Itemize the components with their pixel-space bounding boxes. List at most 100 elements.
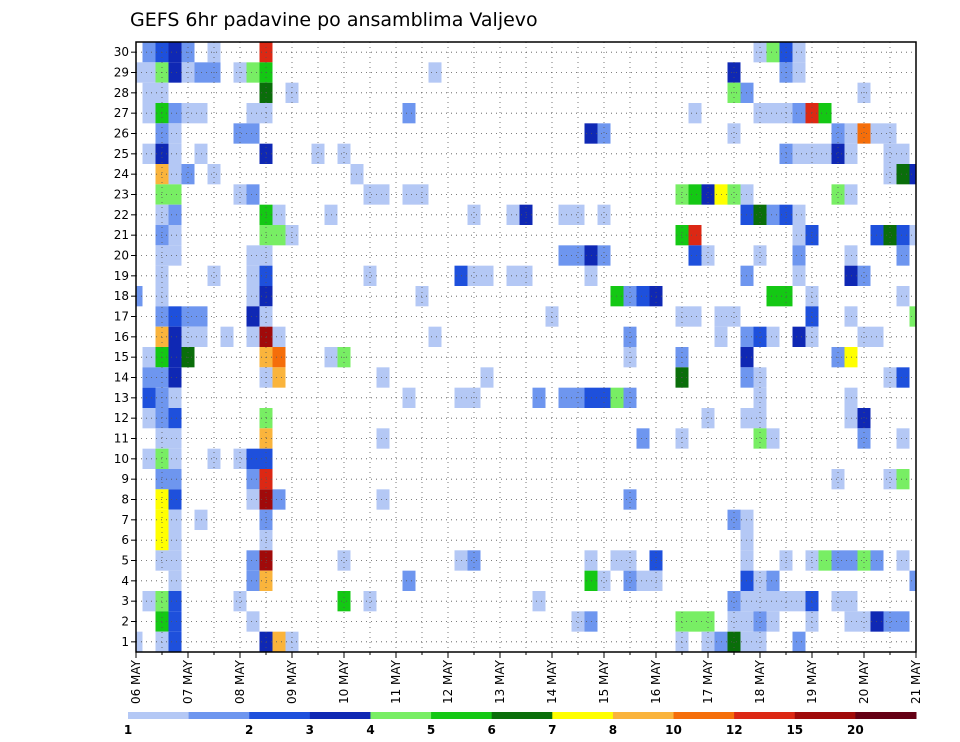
- precip-cell: [909, 164, 916, 185]
- precip-cell: [207, 164, 221, 185]
- colorbar-swatch: [188, 712, 250, 719]
- x-tick-label: 18 MAY: [753, 659, 767, 704]
- precip-cell: [142, 408, 156, 429]
- precip-cell: [857, 326, 871, 347]
- y-tick-label: 2: [121, 615, 129, 629]
- x-tick-label: 08 MAY: [233, 659, 247, 704]
- precip-cell: [857, 550, 871, 571]
- y-tick-label: 4: [121, 574, 129, 588]
- precip-cell: [168, 306, 182, 327]
- precip-cell: [753, 408, 767, 429]
- precip-cell: [376, 367, 390, 388]
- precip-cell: [896, 245, 910, 266]
- precip-cell: [467, 265, 481, 286]
- precip-cell: [701, 631, 715, 652]
- precip-cell: [168, 184, 182, 205]
- precip-cell: [766, 326, 780, 347]
- precip-cell: [883, 123, 897, 144]
- precip-cell: [701, 611, 715, 632]
- colorbar-swatch: [249, 712, 311, 719]
- precip-cell: [727, 306, 741, 327]
- precip-cell: [272, 347, 286, 368]
- x-tick-label: 14 MAY: [545, 659, 559, 704]
- precip-cell: [558, 387, 572, 408]
- precip-cell: [636, 286, 650, 307]
- precip-cell: [363, 184, 377, 205]
- precip-cell: [623, 570, 637, 591]
- precip-cell: [766, 204, 780, 225]
- precip-cell: [142, 387, 156, 408]
- precip-cell: [883, 611, 897, 632]
- precip-cell: [168, 143, 182, 164]
- colorbar-swatch: [491, 712, 553, 719]
- precip-cell: [766, 103, 780, 124]
- precip-cell: [363, 265, 377, 286]
- precip-cell: [272, 225, 286, 246]
- colorbar-swatch: [552, 712, 614, 719]
- precip-cell: [467, 550, 481, 571]
- precip-cell: [311, 143, 325, 164]
- chart-title: GEFS 6hr padavine po ansamblima Valjevo: [130, 9, 538, 31]
- precip-cell: [727, 631, 741, 652]
- precip-cell: [272, 204, 286, 225]
- precip-cell: [831, 143, 845, 164]
- precip-cell: [142, 448, 156, 469]
- precip-cell: [818, 103, 832, 124]
- precip-cell: [272, 326, 286, 347]
- precip-cell: [246, 123, 260, 144]
- y-tick-label: 15: [114, 350, 129, 364]
- y-tick-label: 26: [114, 127, 129, 141]
- precip-cell: [136, 286, 143, 307]
- precip-cell: [792, 143, 806, 164]
- precip-cell: [506, 265, 520, 286]
- x-tick-label: 10 MAY: [337, 659, 351, 704]
- colorbar-label: 15: [786, 723, 803, 737]
- y-tick-label: 6: [121, 533, 129, 547]
- precip-cell: [337, 550, 351, 571]
- x-tick-label: 15 MAY: [597, 659, 611, 704]
- precip-cell: [428, 62, 442, 83]
- precip-cell: [246, 62, 260, 83]
- y-tick-label: 21: [114, 228, 129, 242]
- colorbar-swatch: [794, 712, 856, 719]
- precip-cell: [532, 591, 546, 612]
- precip-cell: [766, 428, 780, 449]
- precip-cell: [623, 550, 637, 571]
- y-tick-label: 25: [114, 147, 129, 161]
- precip-cell: [818, 143, 832, 164]
- precip-cell: [246, 103, 260, 124]
- precip-cell: [896, 164, 910, 185]
- x-tick-label: 17 MAY: [701, 659, 715, 704]
- precip-cell: [246, 570, 260, 591]
- colorbar-label: 1: [124, 723, 132, 737]
- precip-cell: [246, 184, 260, 205]
- precip-cell: [168, 469, 182, 490]
- precip-cell: [792, 265, 806, 286]
- x-axis: 06 MAY 07 MAY 08 MAY 09 MAY 10 MAY 11 MAY 12 M…: [129, 652, 923, 704]
- precip-cell: [142, 143, 156, 164]
- y-tick-label: 22: [114, 208, 129, 222]
- precip-cell: [883, 469, 897, 490]
- precip-cell: [246, 469, 260, 490]
- colorbar-swatch: [673, 712, 735, 719]
- precip-cell: [831, 184, 845, 205]
- precip-cell: [142, 591, 156, 612]
- precip-cell: [363, 591, 377, 612]
- precip-cell: [272, 367, 286, 388]
- colorbar-label: 3: [306, 723, 314, 737]
- y-tick-label: 18: [114, 289, 129, 303]
- precip-cell: [168, 164, 182, 185]
- precip-cell: [168, 570, 182, 591]
- precip-cell: [896, 611, 910, 632]
- precip-cell: [701, 408, 715, 429]
- precip-cell: [168, 103, 182, 124]
- precip-cell: [168, 225, 182, 246]
- precip-cell: [506, 204, 520, 225]
- precip-cell: [142, 103, 156, 124]
- precip-cell: [701, 245, 715, 266]
- precip-cell: [337, 591, 351, 612]
- colorbar-swatch: [734, 712, 796, 719]
- precip-cell: [883, 143, 897, 164]
- y-tick-label: 30: [114, 45, 129, 59]
- precip-cell: [168, 591, 182, 612]
